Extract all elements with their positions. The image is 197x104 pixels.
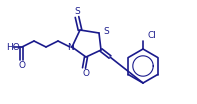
Text: Cl: Cl <box>148 32 157 40</box>
Text: S: S <box>74 6 80 15</box>
Text: N: N <box>68 43 74 53</box>
Text: O: O <box>83 69 89 79</box>
Text: O: O <box>19 61 25 71</box>
Text: S: S <box>103 27 109 35</box>
Text: HO: HO <box>6 43 20 51</box>
